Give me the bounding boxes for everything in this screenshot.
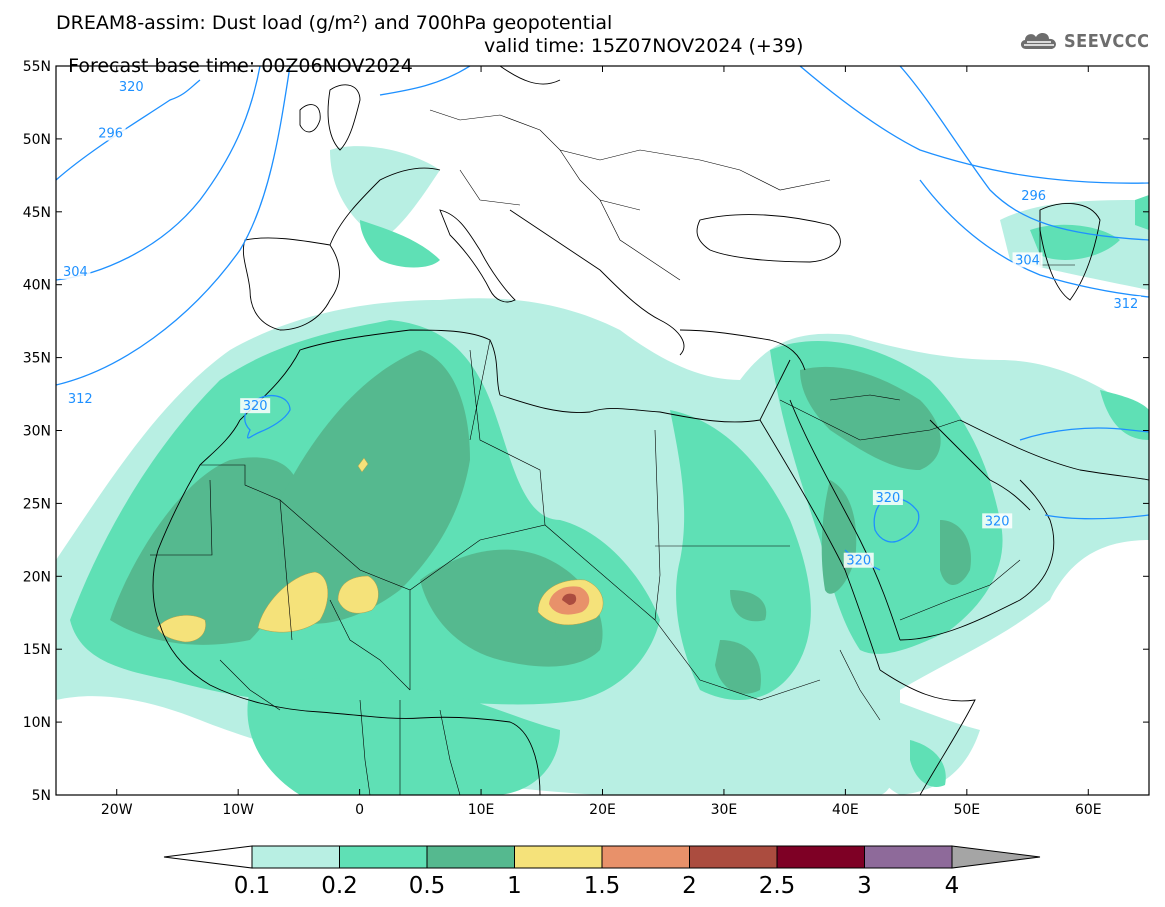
contour-label-bg (60, 264, 91, 280)
colorbar-label: 1.5 (584, 873, 621, 899)
valid-time: valid time: 15Z07NOV2024 (+39) (484, 35, 804, 57)
lon-tick-label: 30E (711, 802, 738, 818)
colorbar-high-arrow (951, 845, 1041, 869)
country-borders (150, 109, 1075, 795)
lon-tick-label: 50E (953, 802, 980, 818)
colorbar-box (689, 845, 778, 869)
contour-label-bg (65, 390, 96, 406)
contour-label-bg (872, 490, 903, 506)
lat-tick-label: 15N (23, 642, 51, 658)
lon-tick-label: 0 (355, 802, 364, 818)
lat-tick-label: 25N (23, 496, 51, 512)
colorbar-box (251, 845, 340, 869)
lon-tick-label: 20W (101, 802, 133, 818)
contour-label-bg (1110, 296, 1141, 312)
map-title: DREAM8-assim: Dust load (g/m²) and 700hP… (56, 12, 613, 34)
lat-tick-label: 5N (32, 788, 51, 804)
lat-tick-label: 20N (23, 569, 51, 585)
colorbar-label: 0.5 (409, 873, 446, 899)
colorbar-label: 0.2 (321, 873, 358, 899)
lat-tick-label: 10N (23, 715, 51, 731)
contour-label-bg (95, 125, 126, 141)
geopotential-contours (56, 66, 1149, 571)
colorbar-box (601, 845, 690, 869)
contour-label-bg (843, 552, 874, 568)
colorbar-label: 3 (857, 873, 872, 899)
colorbar-box (776, 845, 865, 869)
cloud-logo-icon (1020, 33, 1056, 49)
coastlines (152, 66, 1149, 795)
contour-label-bg (1018, 188, 1049, 204)
contour-label-bg (116, 78, 147, 94)
contour-label: 320 (243, 399, 268, 414)
seevccc-logo: SEEVCCC (1018, 29, 1158, 55)
contour-label: 296 (1021, 189, 1046, 204)
lon-tick-label: 20E (589, 802, 616, 818)
colorbar-box (426, 845, 515, 869)
colorbar-label: 0.1 (234, 873, 271, 899)
forecast-times: Forecast base time: 00Z06NOV2024 valid t… (56, 36, 803, 96)
lat-tick-label: 30N (23, 424, 51, 440)
forecast-base-time: Forecast base time: 00Z06NOV2024 (68, 55, 413, 77)
contour-label-bg (1012, 252, 1043, 268)
colorbar-box (864, 845, 953, 869)
lon-tick-label: 40E (832, 802, 859, 818)
colorbar-label: 2.5 (759, 873, 796, 899)
axis-ticks: 55N 50N 45N 40N 35N 30N 25N 20N 15N 10N 5N 20W 10W 0 1… (23, 59, 1149, 818)
contour-label-bg (240, 398, 271, 414)
contour-label: 320 (846, 554, 871, 569)
lon-tick-label: 10E (468, 802, 495, 818)
contour-label: 312 (68, 392, 93, 407)
colorbar-box (514, 845, 603, 869)
colorbar-low-arrow (163, 845, 253, 869)
contour-label: 312 (1114, 297, 1139, 312)
colorbar-label: 2 (682, 873, 697, 899)
lon-tick-label: 60E (1075, 802, 1102, 818)
lat-tick-label: 55N (23, 59, 51, 75)
colorbar-label: 4 (945, 873, 960, 899)
lat-tick-label: 40N (23, 278, 51, 294)
contour-label: 296 (98, 127, 123, 142)
contour-labels: 296 304 312 320 320 320 320 320 296 304 312 (60, 78, 1141, 569)
brand-name: SEEVCCC (1064, 31, 1150, 52)
contour-label-bg (982, 513, 1013, 529)
contour-label: 304 (1015, 253, 1040, 268)
lat-tick-label: 45N (23, 205, 51, 221)
lat-tick-label: 50N (23, 132, 51, 148)
colorbar-box (339, 845, 428, 869)
colorbar-label: 1 (507, 873, 522, 899)
contour-label: 320 (985, 514, 1010, 529)
contour-label: 304 (63, 265, 88, 280)
contour-label: 320 (875, 491, 900, 506)
lon-tick-label: 10W (222, 802, 254, 818)
lat-tick-label: 35N (23, 351, 51, 367)
contour-label: 320 (119, 80, 144, 95)
